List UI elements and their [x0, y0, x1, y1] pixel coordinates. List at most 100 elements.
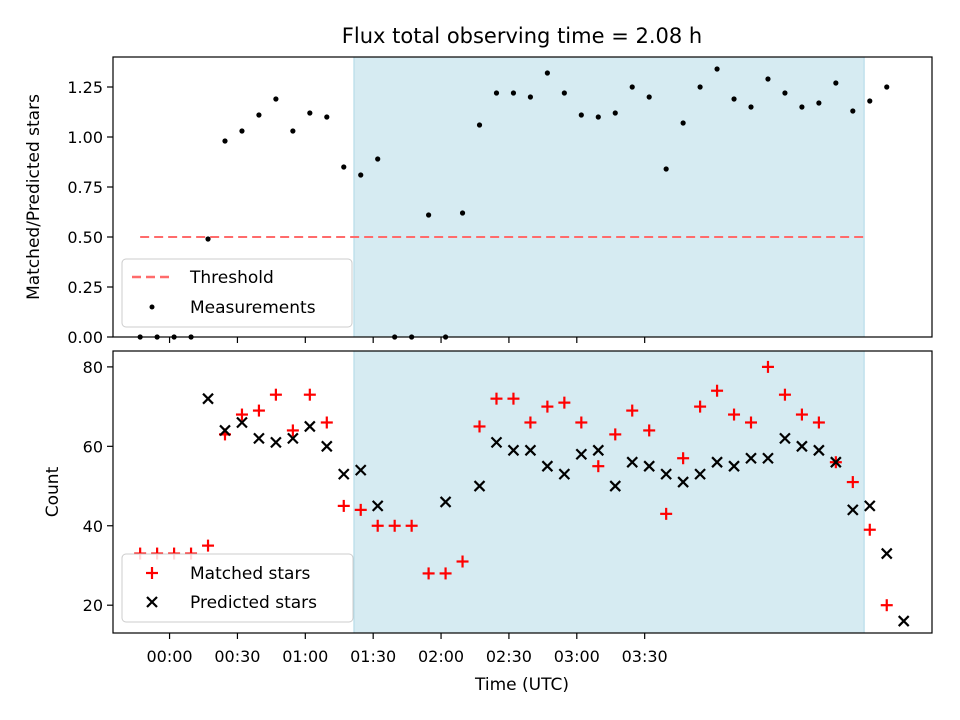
y-tick-label: 80 [83, 358, 103, 377]
top-y-axis-label: Matched/Predicted stars [24, 94, 44, 300]
x-tick-label: 03:00 [554, 647, 600, 666]
matched-star-point [795, 408, 808, 421]
predicted-star-point [779, 432, 791, 445]
y-tick-label: 0.00 [67, 328, 103, 347]
measurement-point [476, 122, 483, 128]
predicted-star-point [253, 432, 265, 445]
observing-window-span [353, 350, 865, 634]
bottom-axis-ticks: 20 40 60 80 00:00 00:30 01:00 01:30 02:00 02:30 03… [83, 358, 668, 666]
measurement-point [782, 90, 788, 96]
y-tick-label: 1.00 [67, 128, 103, 147]
predicted-star-point [371, 500, 384, 512]
matched-star-point [473, 420, 486, 433]
predicted-star-point [745, 452, 757, 465]
matched-star-point [541, 400, 554, 413]
measurement-point [663, 166, 669, 172]
matched-star-point [439, 567, 452, 580]
matched-star-point [507, 392, 520, 405]
predicted-star-point [880, 547, 893, 560]
x-tick-label: 00:00 [147, 647, 193, 666]
matched-star-point [558, 396, 571, 409]
predicted-star-point [830, 456, 842, 468]
predicted-star-point [897, 615, 910, 627]
measurement-points [137, 66, 890, 340]
measurement-point [680, 120, 686, 126]
predicted-star-point [813, 444, 825, 457]
matched-star-point [863, 523, 876, 536]
bottom-legend-box [121, 553, 354, 623]
measurement-point [222, 138, 228, 144]
y-tick-label: 60 [83, 437, 103, 456]
predicted-star-point [762, 452, 774, 465]
ratio-panel: 0.00 0.25 0.50 0.75 1.00 1.25 Matched/Predict… [24, 56, 933, 347]
predicted-star-point [507, 444, 520, 457]
top-legend-box [121, 258, 353, 328]
predicted-star-point [728, 460, 740, 472]
predicted-star-point [626, 456, 639, 468]
predicted-star-point [864, 500, 876, 512]
matched-legend-swatch [146, 567, 158, 579]
matched-star-point [337, 499, 350, 512]
y-tick-label: 1.25 [67, 78, 103, 97]
predicted-legend-swatch [146, 596, 158, 608]
measurement-point [799, 104, 805, 110]
bottom-panel-frame [112, 350, 933, 634]
top-panel-frame [112, 56, 933, 338]
predicted-star-point [524, 444, 537, 457]
predicted-star-point [236, 416, 248, 429]
x-tick-label: 01:00 [282, 647, 328, 666]
matched-star-point [778, 388, 791, 401]
y-tick-label: 20 [83, 596, 103, 615]
matched-star-point [235, 408, 248, 421]
measurement-point [527, 94, 534, 100]
matched-star-point [269, 388, 282, 401]
top-axis-ticks: 0.00 0.25 0.50 0.75 1.00 1.25 [67, 78, 646, 347]
measurement-point [358, 172, 364, 178]
predicted-star-point [473, 480, 486, 492]
measurement-point [459, 210, 466, 216]
y-tick-label: 0.75 [67, 178, 103, 197]
predicted-star-point [202, 392, 214, 405]
matched-star-point [677, 452, 690, 465]
observing-window-span [353, 56, 865, 338]
measurement-point [307, 110, 313, 116]
measurement-point [205, 236, 211, 242]
matched-star-point [745, 416, 758, 429]
matched-star-point [880, 599, 893, 612]
measurement-point [578, 112, 584, 118]
matched-star-point [711, 384, 724, 397]
matched-star-point [660, 507, 673, 520]
predicted-star-point [287, 432, 299, 445]
y-tick-label: 0.25 [67, 278, 103, 297]
matched-star-point [643, 424, 656, 437]
predicted-star-point [337, 468, 350, 480]
matched-star-point [761, 360, 774, 373]
bottom-y-axis-label: Count [43, 466, 63, 517]
predicted-star-point [558, 468, 571, 480]
x-tick-label: 00:30 [214, 647, 260, 666]
predicted-star-point [541, 460, 554, 472]
measurements-legend-label: Measurements [190, 298, 316, 318]
measurement-point [256, 112, 262, 118]
measurement-point [273, 96, 279, 102]
measurement-point [426, 212, 432, 218]
top-legend: Threshold Measurements [121, 258, 353, 328]
matched-star-point [524, 416, 537, 429]
matched-star-point [354, 503, 367, 516]
measurement-point [290, 128, 296, 134]
predicted-star-point [660, 468, 672, 480]
predicted-star-point [592, 444, 605, 457]
matched-star-point [490, 392, 503, 405]
measurement-point [324, 114, 330, 120]
predicted-star-point [490, 436, 503, 449]
bottom-legend: Matched stars Predicted stars [121, 553, 354, 623]
measurement-point [544, 70, 550, 76]
measurement-point [697, 84, 703, 90]
matched-star-point [286, 424, 299, 437]
predicted-star-point [711, 456, 723, 468]
matched-star-point [609, 428, 622, 441]
predicted-star-point [270, 436, 282, 449]
predicted-star-point [439, 496, 452, 508]
measurement-point [629, 84, 635, 90]
